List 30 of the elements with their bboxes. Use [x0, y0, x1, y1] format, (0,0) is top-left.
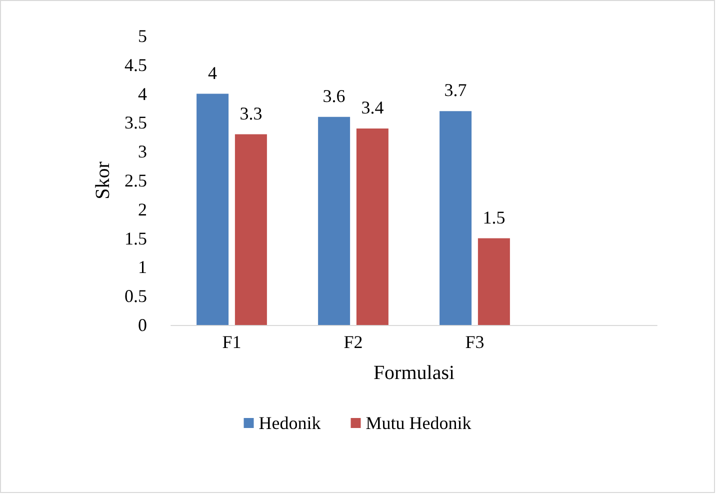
x-axis-title: Formulasi: [373, 362, 455, 384]
data-label: 3.7: [444, 80, 467, 100]
y-tick-label: 4.5: [124, 54, 147, 75]
x-tick-label: F2: [344, 332, 363, 352]
bar: [440, 111, 472, 325]
x-tick-label: F1: [222, 332, 242, 352]
y-tick-label: 2.5: [124, 170, 147, 190]
y-tick-label: 5: [138, 26, 147, 46]
bar: [356, 128, 388, 325]
data-label: 4: [208, 62, 218, 83]
y-axis-title: Skor: [92, 161, 114, 200]
y-tick-label: 0.5: [124, 286, 147, 306]
data-label: 1.5: [482, 207, 506, 228]
y-tick-label: 2: [138, 199, 147, 220]
y-tick-label: 1: [138, 257, 147, 278]
bar: [478, 238, 510, 325]
legend-label: Mutu Hedonik: [366, 413, 472, 433]
y-tick-label: 3.5: [124, 112, 147, 133]
bar: [318, 116, 350, 325]
data-label: 3.4: [361, 97, 384, 118]
bar: [234, 134, 267, 325]
bar: [196, 94, 229, 325]
legend-label: Hedonik: [258, 413, 321, 433]
y-tick-label: 4: [138, 84, 147, 104]
y-tick-label: 3: [138, 142, 147, 162]
y-tick-label: 0: [138, 315, 147, 335]
data-label: 3.6: [322, 86, 346, 106]
y-tick-label: 1.5: [124, 228, 147, 248]
data-label: 3.3: [240, 103, 262, 124]
x-tick-label: F3: [465, 332, 484, 352]
